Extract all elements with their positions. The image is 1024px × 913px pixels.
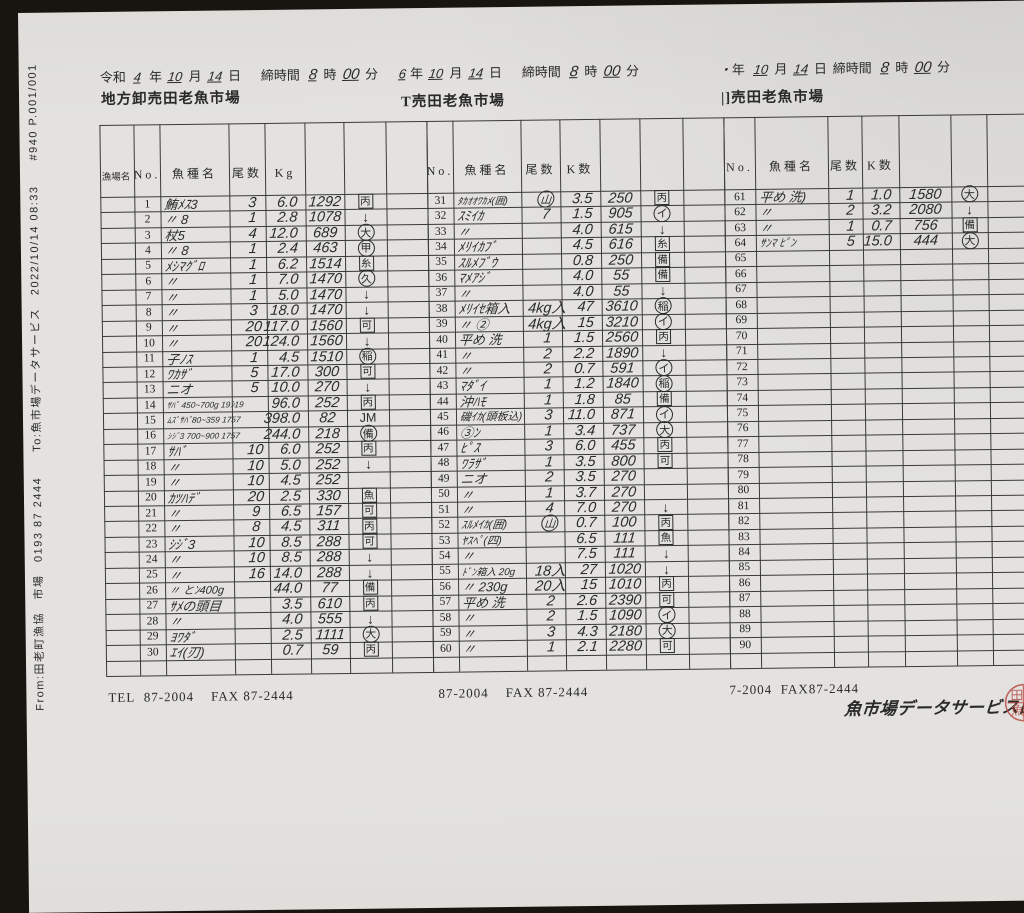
svg-text:魚: 魚	[1011, 703, 1024, 718]
svg-text:田: 田	[1010, 688, 1023, 703]
